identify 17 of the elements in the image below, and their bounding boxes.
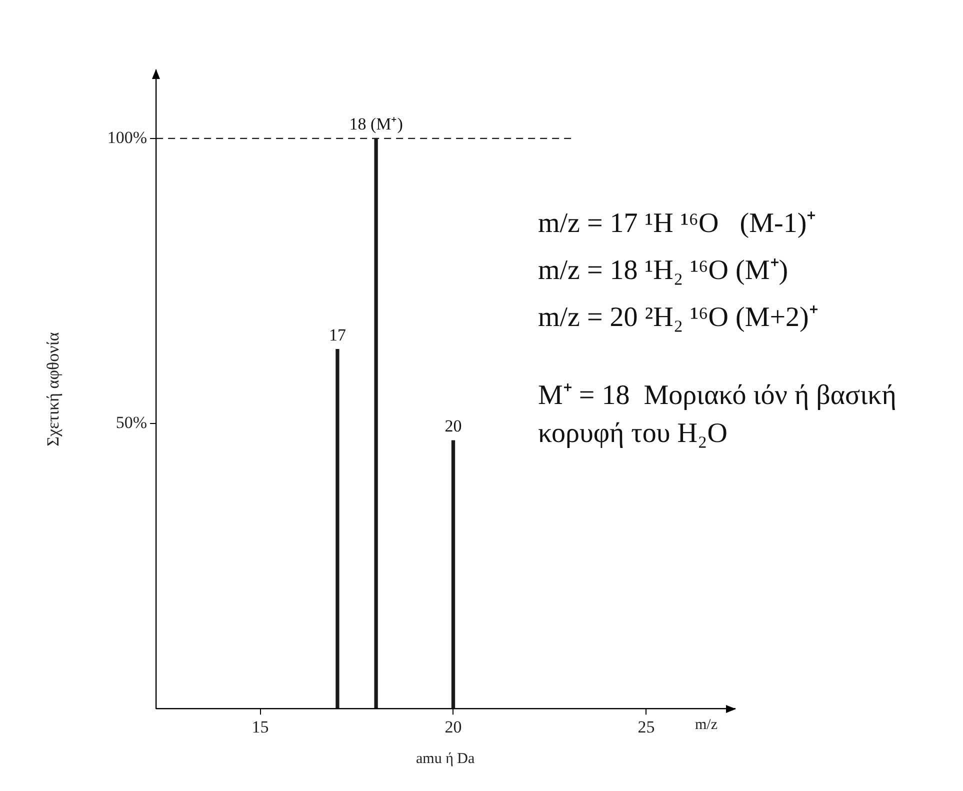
text: m/z (695, 716, 718, 734)
x-axis-title: amu ή Da (416, 750, 475, 768)
bar (451, 440, 456, 709)
y-tick-label: 100% (107, 128, 148, 147)
annotation: m/z = 17 ¹H ¹⁶O (M-1)⁺ (538, 207, 817, 241)
x-tick-label: 15 (252, 717, 269, 736)
x-tick-label: 25 (638, 717, 655, 736)
annotation: 17 (328, 325, 346, 344)
y-axis-title: Σχετική αφθονία (44, 332, 63, 446)
annotation: 18 (M⁺) (349, 114, 403, 134)
annotation: M⁺ = 18 Μοριακό ιόν ή βασική κορυφή του H₂O (538, 379, 898, 451)
y-tick-label: 50% (116, 412, 148, 432)
annotation: m/z = 18 ¹H₂ ¹⁶O (M⁺) (538, 254, 790, 288)
annotation: m/z = 20 ²H₂ ¹⁶O (M+2)⁺ (538, 301, 819, 335)
x-tick-label: 20 (444, 717, 462, 736)
bar (336, 349, 340, 709)
annotation: 20 (444, 416, 462, 436)
